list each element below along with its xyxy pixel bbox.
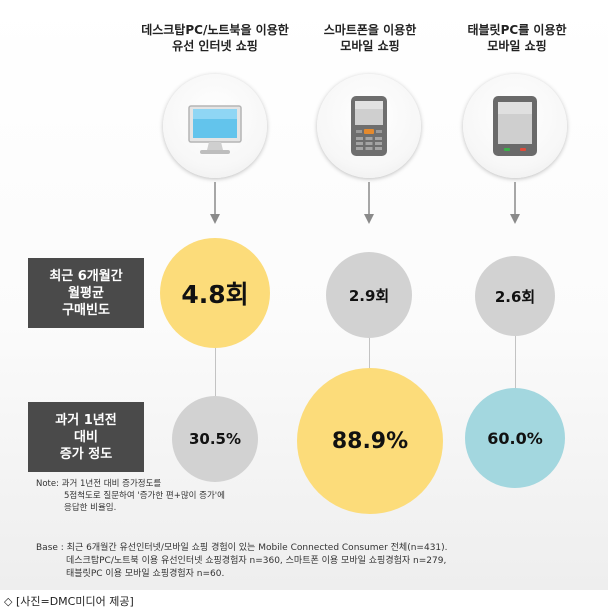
- base-text: Base : 최근 6개월간 유선인터넷/모바일 쇼핑 경험이 있는 Mobil…: [36, 543, 448, 579]
- desktop-device-circle: [163, 74, 267, 178]
- frequency-bubble-desktop: 4.8회: [160, 238, 270, 348]
- column-title-tablet: 태블릿PC를 이용한 모바일 쇼핑: [467, 23, 567, 53]
- smartphone-device-circle: [317, 74, 421, 178]
- smartphone-icon: [351, 96, 387, 156]
- down-arrow-icon: [210, 182, 220, 224]
- growth-value-tablet: 60.0%: [487, 428, 543, 448]
- frequency-bubble-tablet: 2.6회: [475, 256, 555, 336]
- photo-caption: ◇ [사진=DMC미디어 제공]: [4, 595, 134, 608]
- tablet-device-circle: [463, 74, 567, 178]
- frequency-bubble-smartphone: 2.9회: [326, 252, 412, 338]
- connector-line: [515, 328, 516, 410]
- desktop-monitor-icon: [188, 105, 242, 154]
- growth-value-desktop: 30.5%: [188, 430, 242, 448]
- tablet-icon: [493, 96, 537, 156]
- column-title-desktop: 데스크탑PC/노트북을 이용한 유선 인터넷 쇼핑: [141, 23, 289, 53]
- note-text: Note: 과거 1년전 대비 증가정도를 5점척도로 질문하여 '증가한 편+…: [36, 479, 225, 513]
- frequency-value-desktop: 4.8회: [181, 280, 249, 309]
- column-title-smartphone: 스마트폰을 이용한 모바일 쇼핑: [323, 23, 417, 53]
- frequency-value-tablet: 2.6회: [494, 287, 536, 306]
- infographic-panel: 데스크탑PC/노트북을 이용한 유선 인터넷 쇼핑 스마트폰을 이용한 모바일 …: [0, 0, 608, 590]
- frequency-value-smartphone: 2.9회: [348, 286, 390, 305]
- down-arrow-icon: [510, 182, 520, 224]
- growth-value-smartphone: 88.9%: [331, 428, 409, 454]
- connector-line: [215, 340, 216, 412]
- row-label-growth: 과거 1년전 대비 증가 정도: [28, 402, 144, 472]
- row-label-frequency: 최근 6개월간 월평균 구매빈도: [28, 258, 144, 328]
- connector-line: [369, 330, 370, 382]
- growth-bubble-smartphone: 88.9%: [297, 368, 443, 514]
- down-arrow-icon: [364, 182, 374, 224]
- growth-bubble-tablet: 60.0%: [465, 388, 565, 488]
- growth-bubble-desktop: 30.5%: [172, 396, 258, 482]
